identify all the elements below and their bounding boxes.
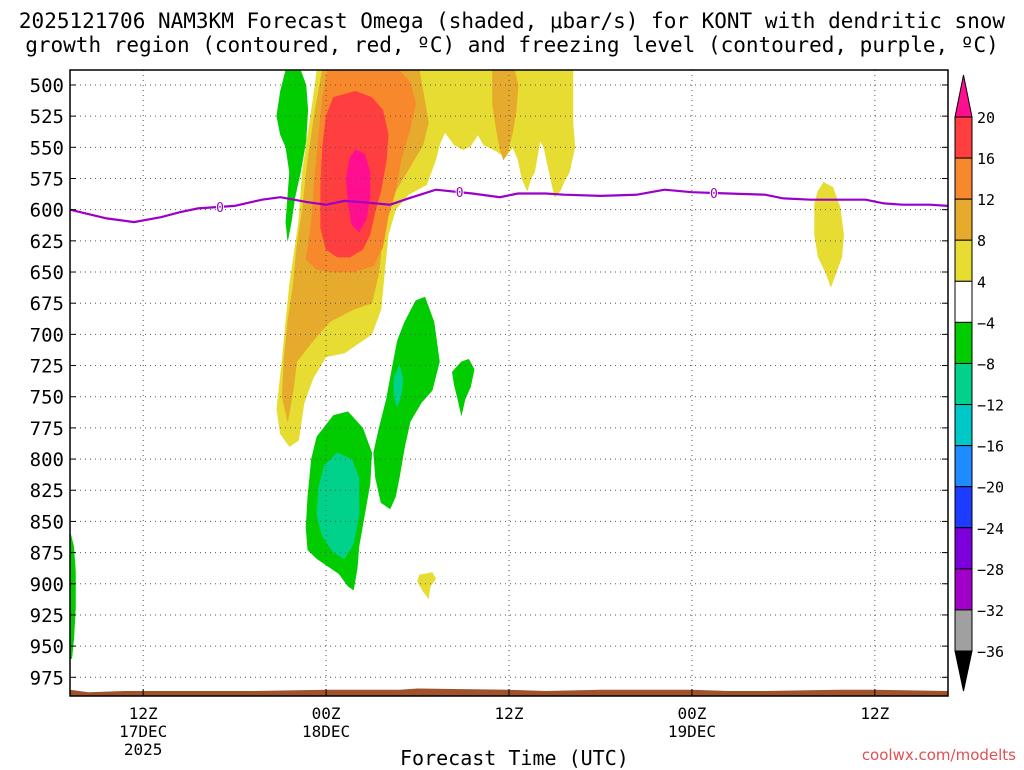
grid-lines	[70, 70, 948, 696]
colorbar-label-11: −28	[977, 561, 1004, 579]
plot-frame	[69, 69, 949, 697]
omega-region-6	[814, 181, 844, 288]
y-tick-label-675: 675	[30, 293, 64, 315]
y-tick-label-775: 775	[30, 418, 64, 440]
x-tick-label-10-2: 2025	[124, 740, 163, 759]
freezing-level-label-bg-2	[709, 186, 718, 199]
x-tick-label-30-0: 12Z	[495, 704, 524, 723]
colorbar-segment-7	[954, 362, 973, 406]
x-tick-label-10-1: 17DEC	[119, 722, 167, 741]
y-tick-label-525: 525	[30, 106, 64, 128]
colorbar-segment-5	[954, 280, 973, 323]
chart-title-line-1: 2025121706 NAM3KM Forecast Omega (shaded…	[18, 9, 1006, 33]
omega-shading	[69, 69, 844, 659]
y-tick-label-800: 800	[30, 449, 64, 471]
y-tick-label-700: 700	[30, 324, 64, 346]
freezing-level-label-bg-0	[215, 200, 224, 213]
y-tick-label-625: 625	[30, 231, 64, 253]
omega-region-7	[417, 572, 437, 600]
y-tick-label-825: 825	[30, 480, 64, 502]
colorbar-label-12: −32	[977, 602, 1004, 620]
x-tick-label-40-1: 19DEC	[668, 722, 716, 741]
colorbar-segment-12	[954, 568, 973, 611]
omega-region-9	[373, 296, 440, 510]
colorbar-label-8: −16	[977, 438, 1004, 456]
y-tick-label-550: 550	[30, 137, 64, 159]
colorbar-segment-6	[954, 321, 973, 364]
freezing-level-label-0: 0	[216, 201, 224, 216]
colorbar-label-5: −4	[977, 314, 995, 332]
omega-region-8	[276, 69, 309, 241]
colorbar-segment-10	[954, 486, 973, 529]
freezing-level-label-bg-1	[455, 186, 464, 199]
colorbar-label-6: −8	[977, 355, 995, 373]
y-tick-label-850: 850	[30, 511, 64, 533]
colorbar-label-10: −24	[977, 520, 1004, 538]
y-axis: 500 525 550 575 600 625 650 675 700 725 750 775 800 8…	[30, 75, 948, 689]
colorbar-label-7: −12	[977, 397, 1004, 415]
y-tick-label-975: 975	[30, 667, 64, 689]
x-tick-label-50-0: 12Z	[860, 704, 889, 723]
freezing-level-layer: 0 0 0	[69, 186, 949, 224]
omega-region-12	[69, 531, 76, 659]
x-tick-label-10-0: 12Z	[129, 704, 158, 723]
colorbar-segment-9	[954, 445, 973, 488]
omega-region-13	[316, 452, 360, 560]
colorbar-segment-1	[954, 116, 973, 159]
colorbar-label-4: 4	[977, 273, 986, 291]
colorbar-label-3: 8	[977, 232, 986, 250]
colorbar-label-13: −36	[977, 643, 1004, 661]
y-tick-label-500: 500	[30, 75, 64, 97]
colorbar-segment-3	[954, 198, 973, 241]
colorbar-label-2: 12	[977, 191, 995, 209]
freezing-level-label-2: 0	[710, 187, 718, 202]
omega-region-2	[492, 69, 519, 161]
colorbar-label-0: 20	[977, 109, 995, 127]
y-tick-label-650: 650	[30, 262, 64, 284]
omega-region-5	[345, 149, 371, 233]
colorbar-bottom-arrow	[954, 650, 973, 692]
freezing-level-label-1: 0	[456, 186, 464, 201]
x-tick-label-40-0: 00Z	[677, 704, 706, 723]
y-tick-label-950: 950	[30, 636, 64, 658]
colorbar-label-9: −20	[977, 479, 1004, 497]
x-axis-label: Forecast Time (UTC)	[400, 746, 629, 770]
y-tick-label-875: 875	[30, 543, 64, 565]
chart-title-line-2: growth region (contoured, red, ºC) and f…	[25, 33, 999, 57]
colorbar-segment-2	[954, 157, 973, 200]
colorbar-label-1: 16	[977, 150, 995, 168]
colorbar: 20 16 12 8 4 −4 −8 −12 −16 −20 −24 −28 −32 −36	[954, 74, 1004, 692]
y-tick-label-900: 900	[30, 574, 64, 596]
omega-region-11	[452, 358, 475, 416]
colorbar-segment-4	[954, 239, 973, 282]
y-tick-label-600: 600	[30, 200, 64, 222]
y-tick-label-925: 925	[30, 605, 64, 627]
colorbar-segment-11	[954, 527, 973, 570]
x-tick-label-20-1: 18DEC	[302, 722, 350, 741]
y-tick-label-750: 750	[30, 387, 64, 409]
y-tick-label-575: 575	[30, 168, 64, 190]
colorbar-segment-8	[954, 404, 973, 447]
colorbar-top-arrow	[954, 74, 973, 118]
credit-link[interactable]: coolwx.com/modelts	[861, 746, 1016, 764]
y-tick-label-725: 725	[30, 356, 64, 378]
colorbar-segment-13	[954, 609, 973, 652]
x-tick-label-20-0: 00Z	[312, 704, 341, 723]
